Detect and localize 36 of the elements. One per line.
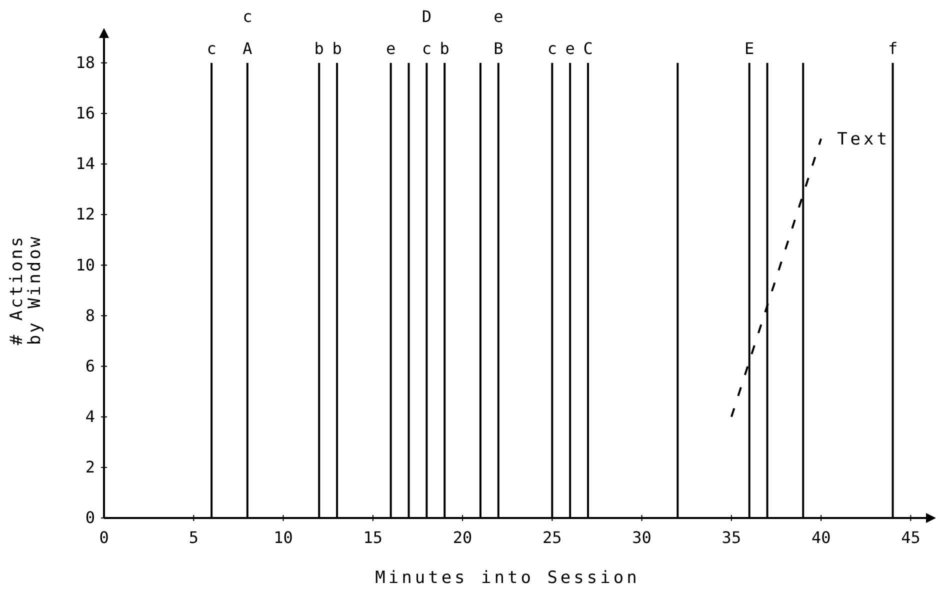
y-tick-label: 16 bbox=[76, 104, 95, 123]
x-tick-label: 25 bbox=[542, 528, 562, 547]
ref-line-label: c bbox=[206, 39, 216, 58]
ref-line-label: b bbox=[314, 39, 324, 58]
ref-line-label: b bbox=[440, 39, 450, 58]
ref-line-label: E bbox=[744, 39, 754, 58]
ref-line-label: e B bbox=[494, 7, 504, 58]
ref-line-label: D c bbox=[422, 7, 432, 58]
ref-line-label: b bbox=[332, 39, 342, 58]
x-tick-label: 10 bbox=[274, 528, 293, 547]
y-tick-label: 8 bbox=[85, 306, 95, 325]
x-tick-label: 20 bbox=[452, 528, 472, 547]
ref-line-label: c bbox=[547, 39, 557, 58]
series-label: Text bbox=[837, 130, 890, 150]
x-tick-label: 30 bbox=[632, 528, 652, 547]
x-tick-label: 35 bbox=[722, 528, 742, 547]
y-tick-label: 10 bbox=[76, 255, 95, 274]
y-axis-title: # Actions by Window bbox=[7, 234, 45, 346]
ref-line-label: e bbox=[386, 39, 396, 58]
x-tick-label: 0 bbox=[99, 528, 109, 547]
ref-line-label: c A bbox=[242, 7, 253, 58]
y-tick-label: 12 bbox=[76, 204, 95, 224]
y-tick-label: 14 bbox=[76, 154, 95, 174]
y-tick-label: 0 bbox=[85, 508, 95, 528]
y-tick-label: 2 bbox=[85, 458, 95, 477]
x-axis-title: Minutes into Session bbox=[375, 568, 640, 588]
ref-line-label: e bbox=[565, 39, 575, 58]
x-tick-label: 15 bbox=[363, 528, 383, 547]
x-tick-label: 40 bbox=[811, 528, 831, 547]
x-tick-label: 5 bbox=[188, 528, 198, 547]
x-tick-label: 45 bbox=[901, 528, 920, 547]
y-tick-label: 4 bbox=[85, 406, 95, 426]
ref-line-label: C bbox=[583, 39, 593, 58]
y-tick-label: 18 bbox=[76, 52, 95, 72]
y-tick-label: 6 bbox=[85, 356, 95, 376]
ref-line-label: f bbox=[888, 39, 898, 58]
